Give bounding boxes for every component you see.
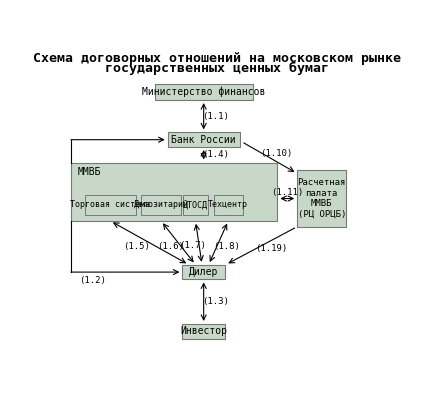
FancyArrowPatch shape: [201, 104, 206, 128]
FancyArrowPatch shape: [164, 224, 193, 261]
Text: Техцентр: Техцентр: [208, 201, 248, 209]
FancyBboxPatch shape: [182, 324, 225, 339]
FancyBboxPatch shape: [85, 195, 136, 215]
FancyBboxPatch shape: [141, 195, 181, 215]
Text: (1.6): (1.6): [157, 242, 184, 252]
Text: ЦТОСД: ЦТОСД: [183, 201, 208, 209]
FancyBboxPatch shape: [71, 163, 277, 221]
Text: (1.19): (1.19): [255, 244, 287, 253]
Text: государственных ценных бумаг: государственных ценных бумаг: [105, 62, 329, 75]
FancyBboxPatch shape: [182, 265, 225, 279]
Text: (1.11): (1.11): [271, 188, 303, 197]
Text: (1.8): (1.8): [213, 242, 240, 252]
FancyArrowPatch shape: [244, 143, 294, 172]
FancyBboxPatch shape: [297, 170, 346, 227]
FancyArrowPatch shape: [229, 228, 295, 263]
Text: Схема договорных отношений на московском рынке: Схема договорных отношений на московском…: [33, 53, 401, 65]
FancyArrowPatch shape: [194, 225, 203, 261]
FancyArrowPatch shape: [281, 196, 293, 201]
Text: Торговая система: Торговая система: [70, 201, 150, 209]
Text: (1.5): (1.5): [123, 242, 150, 250]
Text: (1.3): (1.3): [202, 297, 229, 306]
Text: Расчетная
палата
ММВБ
(РЦ ОРЦБ): Расчетная палата ММВБ (РЦ ОРЦБ): [297, 178, 346, 219]
Text: Министерство финансов: Министерство финансов: [142, 87, 265, 98]
FancyArrowPatch shape: [201, 283, 206, 320]
Text: (1.4): (1.4): [202, 150, 229, 159]
Text: (1.7): (1.7): [179, 241, 206, 250]
FancyBboxPatch shape: [168, 133, 240, 147]
FancyBboxPatch shape: [183, 195, 208, 215]
FancyBboxPatch shape: [214, 195, 243, 215]
Text: Дилер: Дилер: [189, 267, 218, 277]
Text: Банк России: Банк России: [171, 135, 236, 145]
Text: ММВБ: ММВБ: [77, 167, 101, 177]
Text: Депозитарий: Депозитарий: [134, 201, 189, 209]
Text: Инвестор: Инвестор: [180, 326, 227, 336]
Text: (1.10): (1.10): [260, 149, 292, 158]
FancyBboxPatch shape: [154, 84, 253, 100]
FancyArrowPatch shape: [210, 224, 227, 261]
FancyArrowPatch shape: [201, 151, 206, 158]
FancyArrowPatch shape: [114, 223, 185, 263]
Text: (1.1): (1.1): [202, 112, 228, 121]
Text: (1.2): (1.2): [79, 276, 106, 285]
